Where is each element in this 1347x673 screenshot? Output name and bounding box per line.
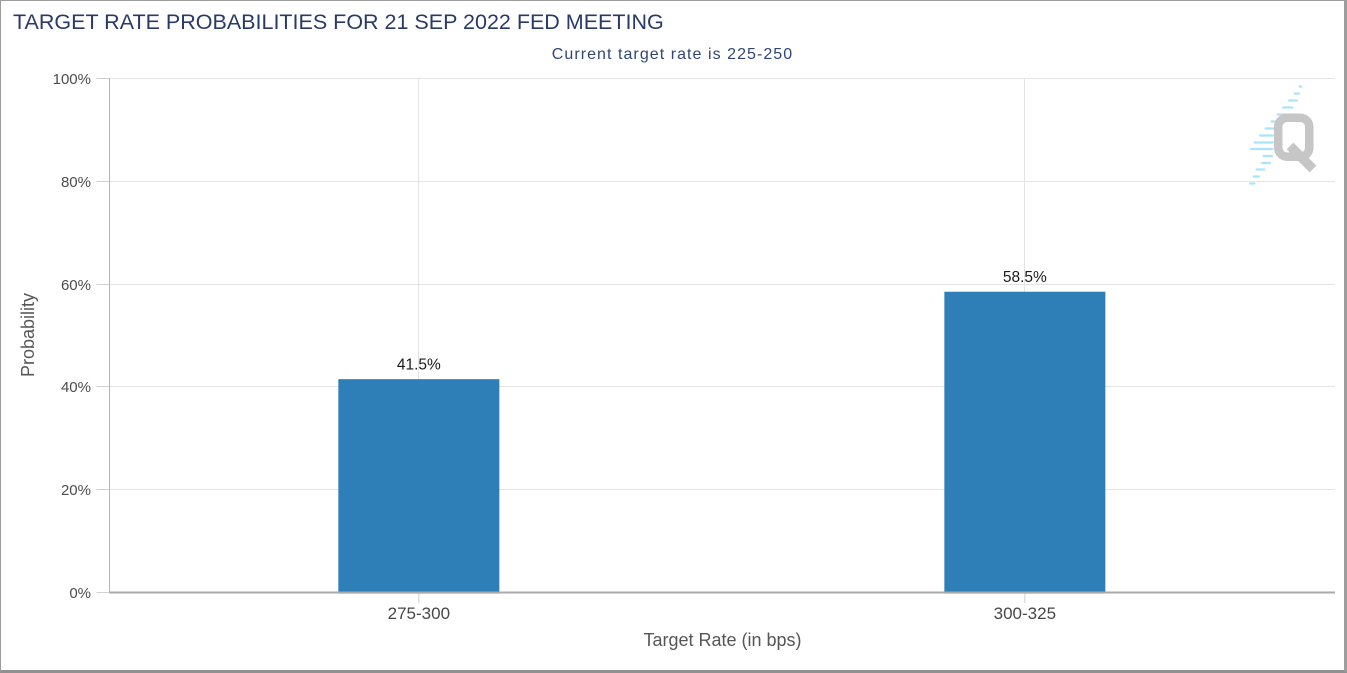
quikstrike-q-logo-watermark: [1249, 85, 1317, 185]
y-tick-label: 80%: [61, 174, 91, 191]
category-label: 300-325: [994, 604, 1056, 623]
flash-dash: [1282, 106, 1294, 109]
x-axis-title: Target Rate (in bps): [643, 630, 801, 650]
bar-value-label: 58.5%: [1003, 269, 1047, 286]
bar-value-label: 41.5%: [397, 357, 441, 374]
flash-dash: [1252, 175, 1260, 178]
flash-dash: [1262, 154, 1273, 158]
flash-dash: [1250, 147, 1274, 151]
q-ring: [1274, 113, 1314, 161]
flash-dash: [1249, 182, 1256, 185]
chart-subtitle: Current target rate is 225-250: [551, 46, 794, 63]
y-tick-label: 0%: [69, 585, 91, 602]
flash-dash: [1298, 85, 1303, 88]
category-label: 275-300: [388, 604, 450, 623]
y-tick-label: 60%: [61, 277, 91, 294]
flash-dash: [1264, 127, 1275, 130]
flash-dash: [1255, 168, 1266, 171]
flash-dash: [1253, 141, 1274, 144]
bar: [338, 379, 500, 594]
flash-dash: [1288, 99, 1298, 102]
y-tick-label: 40%: [61, 379, 91, 396]
bar: [944, 291, 1106, 594]
chart-title: TARGET RATE PROBABILITIES FOR 21 SEP 202…: [13, 10, 664, 34]
flash-dash: [1293, 92, 1300, 95]
y-tick-label: 100%: [53, 71, 91, 88]
y-axis-title: Probability: [18, 293, 38, 377]
flash-dash: [1259, 134, 1274, 137]
y-tick-label: 20%: [61, 482, 91, 499]
flash-dash: [1261, 161, 1271, 165]
